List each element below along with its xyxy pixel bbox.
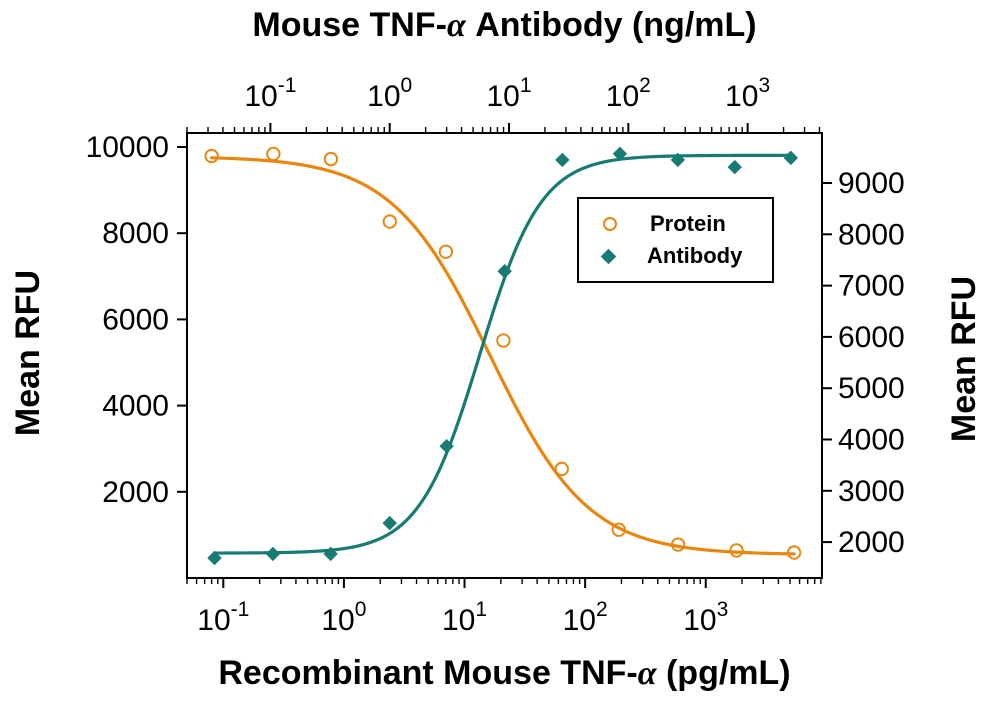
- antibody-data-point: [612, 146, 628, 161]
- bottom-axis-title: Recombinant Mouse TNF-α (pg/mL): [187, 654, 822, 693]
- protein-data-point: [729, 543, 744, 558]
- bottom-axis-tick-label: 10-1: [197, 598, 249, 637]
- legend-item-protein: Protein: [579, 211, 772, 238]
- protein-data-point: [204, 148, 219, 164]
- antibody-data-point: [207, 550, 222, 566]
- antibody-data-point: [555, 152, 570, 168]
- antibody-fit-curve: [212, 153, 793, 555]
- axis-ticks: [177, 123, 832, 588]
- right-axis-tick-label: 4000: [838, 423, 905, 456]
- protein-data-point: [382, 214, 397, 229]
- bottom-axis-tick-label: 103: [683, 598, 728, 637]
- top-axis-tick-label: 100: [367, 74, 412, 113]
- top-axis-title-unit: Antibody (ng/mL): [465, 6, 757, 44]
- legend: Protein Antibody: [577, 197, 774, 283]
- bottom-axis-title-text: Recombinant Mouse TNF-: [218, 654, 638, 692]
- alpha-glyph: α: [446, 7, 466, 44]
- protein-data-point: [266, 146, 281, 162]
- protein-data-point: [670, 537, 686, 552]
- left-axis-tick-label: 6000: [102, 303, 169, 336]
- bottom-axis-tick-label: 100: [321, 598, 366, 637]
- top-axis-title: Mouse TNF-α Antibody (ng/mL): [187, 6, 822, 45]
- right-axis-tick-label: 5000: [838, 372, 905, 405]
- antibody-data-point: [382, 515, 397, 531]
- protein-data-point: [496, 333, 511, 348]
- protein-data-point: [786, 545, 802, 560]
- antibody-data-point: [497, 264, 512, 279]
- bottom-axis-tick-label: 102: [563, 598, 608, 637]
- right-axis-tick-label: 6000: [838, 321, 905, 354]
- antibody-data-point: [323, 546, 338, 562]
- left-axis-tick-label: 10000: [86, 131, 169, 164]
- left-axis-tick-label: 4000: [102, 390, 169, 423]
- top-axis-tick-label: 102: [606, 74, 651, 113]
- bottom-axis-tick-label: 101: [442, 598, 487, 637]
- protein-data-point: [438, 244, 453, 259]
- top-axis-tick-label: 101: [486, 74, 531, 113]
- open-circle-marker-icon: [603, 217, 617, 231]
- antibody-data-point: [670, 152, 686, 168]
- protein-data-point: [323, 151, 339, 167]
- right-axis-tick-label: 2000: [838, 526, 905, 559]
- right-axis-tick-label: 3000: [838, 475, 905, 508]
- antibody-data-point: [727, 159, 742, 175]
- antibody-data-point: [439, 438, 454, 454]
- protein-data-point: [554, 461, 569, 477]
- right-axis-tick-label: 8000: [838, 218, 905, 251]
- legend-label-antibody: Antibody: [647, 243, 743, 268]
- right-axis-tick-label: 9000: [838, 167, 905, 200]
- antibody-data-point: [265, 546, 281, 562]
- top-axis-tick-label: 10-1: [244, 74, 296, 113]
- left-axis-title: Mean RFU: [9, 269, 47, 437]
- antibody-data-point: [783, 150, 798, 166]
- legend-item-antibody: Antibody: [579, 243, 772, 270]
- protein-data-point: [611, 522, 626, 537]
- top-axis-tick-label: 103: [725, 74, 770, 113]
- alpha-glyph: α: [637, 655, 657, 692]
- top-axis-title-text: Mouse TNF-: [252, 6, 447, 44]
- bottom-axis-title-unit: (pg/mL): [656, 654, 791, 692]
- protein-fit-curve: [210, 156, 796, 556]
- legend-label-protein: Protein: [650, 211, 726, 236]
- plot-frame: [186, 132, 823, 579]
- right-axis-title: Mean RFU: [945, 275, 983, 443]
- left-axis-tick-label: 8000: [102, 217, 169, 250]
- left-axis-tick-label: 2000: [102, 476, 169, 509]
- right-axis-tick-label: 7000: [838, 270, 905, 303]
- filled-diamond-marker-icon: [600, 248, 617, 264]
